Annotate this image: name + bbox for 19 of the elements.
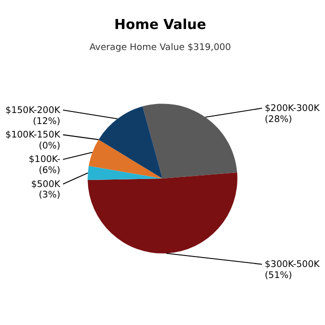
slice-label: $500K [31, 180, 62, 190]
pie-slice [98, 106, 162, 179]
chart-subtitle: Average Home Value $319,000 [89, 42, 232, 53]
text: (0%) [38, 141, 60, 152]
data-label: (28%) [264, 114, 292, 125]
chart-title: Home Value [114, 16, 206, 33]
pie-slice [88, 140, 162, 179]
slice-label: $100K- [28, 155, 60, 166]
legend-label: $100K-150K [5, 130, 62, 140]
pie-slice [88, 166, 162, 180]
data-label: (12%) [32, 116, 60, 127]
data-label: (6%) [38, 166, 60, 176]
pie-slice [88, 172, 238, 254]
slice-label: $200K-300K [264, 104, 321, 114]
slice-label: $150K-200K [5, 106, 62, 116]
data-label: (51%) [264, 270, 292, 281]
pie-slice [142, 104, 238, 179]
data-label: (3%) [38, 190, 60, 201]
slice-label: $300K-500K [264, 260, 321, 270]
